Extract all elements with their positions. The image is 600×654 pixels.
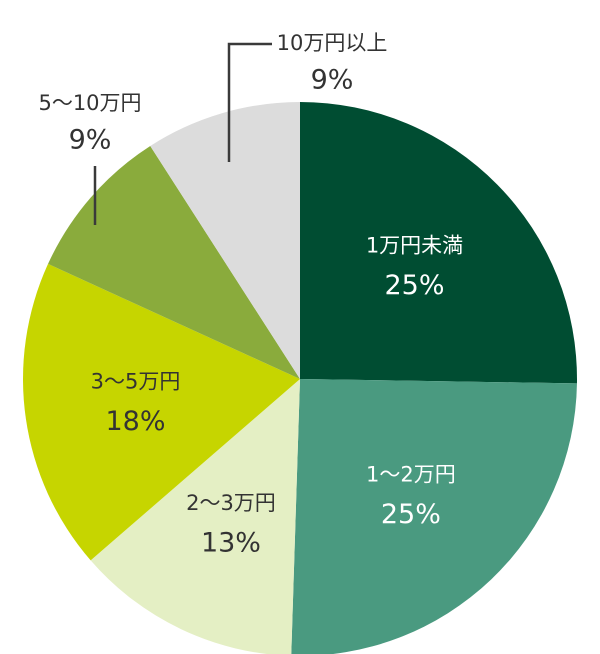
slice-label-name-1: 1万円未満 (366, 233, 463, 257)
slice-label-name-2: 1〜2万円 (366, 462, 456, 486)
slice-label-name-5: 5〜10万円 (38, 91, 141, 115)
slice-label-name-3: 2〜3万円 (186, 491, 276, 515)
slice-label-value-1: 25% (384, 270, 444, 301)
slice-label-name-4: 3〜5万円 (91, 370, 181, 394)
slice-label-value-2: 25% (381, 499, 441, 530)
slice-label-name-6: 10万円以上 (277, 31, 388, 55)
slice-label-value-4: 18% (105, 406, 165, 437)
slice-label-value-3: 13% (201, 528, 261, 559)
slice-label-value-5: 9% (69, 125, 112, 156)
slice-label-value-6: 9% (311, 65, 354, 96)
